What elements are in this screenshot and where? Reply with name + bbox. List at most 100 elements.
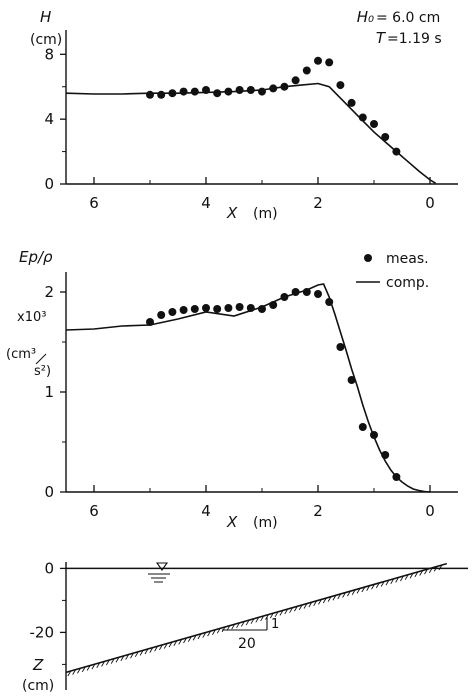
seabed-hatch-mark	[274, 611, 279, 618]
h-x-tick-label: 6	[89, 194, 99, 212]
h-measured-point	[392, 147, 401, 156]
h-measured-point	[246, 86, 255, 94]
h-series-group	[65, 56, 437, 184]
ep-xlabel: X	[226, 513, 238, 531]
ep-yunit-num: (cm³	[6, 347, 36, 362]
ep-yscale: x10³	[17, 310, 46, 325]
z-ylabel: Z	[32, 656, 44, 674]
seabed-hatch-mark	[279, 610, 284, 616]
seabed-hatch-mark	[424, 568, 428, 575]
seabed-line	[65, 562, 448, 674]
z-y-tick-label: 0	[44, 559, 54, 577]
h-annotation-label-2: T	[376, 29, 387, 47]
ep-measured-point	[157, 311, 166, 319]
ep-measured-point	[202, 304, 210, 312]
seabed-hatch-mark	[390, 578, 395, 584]
ep-measured-point	[291, 288, 300, 296]
z-y-ticks: 0 -20	[30, 559, 66, 665]
ep-legend-marker-meas	[364, 254, 372, 262]
seabed-hatch-mark	[163, 643, 168, 649]
ep-measured-point	[392, 473, 401, 481]
seabed-hatch-mark	[332, 595, 337, 601]
ep-measured-point	[224, 304, 233, 312]
seabed-hatch-mark	[342, 592, 346, 598]
ep-legend-label-comp: comp.	[386, 275, 429, 291]
seabed-hatch-mark	[192, 634, 197, 641]
seabed-hatch-mark	[72, 669, 77, 675]
seabed-hatch-mark	[375, 582, 380, 589]
h-measured-point	[269, 84, 278, 93]
h-xunit: (m)	[253, 206, 278, 222]
seabed-hatch-mark	[414, 571, 419, 578]
seabed-hatch-mark	[385, 579, 390, 586]
ep-y-ticks: 0 1 2	[44, 283, 66, 501]
h-measured-point	[325, 58, 334, 67]
seabed-hatch-mark	[187, 636, 192, 642]
h-measured-point	[235, 86, 244, 94]
seabed-hatch-mark	[313, 600, 318, 607]
seabed-hatch-mark	[303, 603, 308, 609]
seabed-hatch-mark	[337, 593, 342, 600]
ep-computed-line	[65, 283, 431, 493]
h-xlabel: X	[226, 204, 238, 222]
ep-measured-point	[269, 301, 278, 309]
seabed-hatch-mark	[207, 630, 211, 637]
h-measured-point	[381, 133, 390, 141]
ep-yunit-fraction-line	[35, 353, 47, 365]
ep-xunit: (m)	[253, 515, 278, 531]
seabed-hatch-mark	[380, 581, 385, 587]
seabed-hatch-mark	[101, 661, 105, 667]
h-x-tick-label: 2	[313, 194, 323, 212]
seabed-hatch-mark	[183, 637, 187, 644]
ep-y-tick-label: 1	[44, 383, 54, 401]
ep-y-tick-label: 0	[44, 483, 54, 501]
seabed-hatch-mark	[250, 618, 255, 624]
h-measured-point	[302, 66, 311, 75]
seabed-hatch-mark	[293, 606, 298, 612]
h-measured-point	[258, 87, 266, 96]
ep-measured-point	[336, 343, 345, 351]
h-y-tick-label: 0	[44, 175, 54, 193]
seabed-hatch-mark	[81, 666, 86, 673]
seabed-hatch-mark	[318, 599, 322, 605]
ep-measured-point	[235, 303, 244, 311]
seabed-hatch-mark	[115, 657, 120, 663]
h-yunit: (cm)	[30, 32, 62, 48]
ep-measured-point	[381, 451, 390, 459]
ep-measured-point	[258, 305, 266, 313]
slope-rise-label: 1	[271, 617, 279, 632]
seabed-hatch-mark	[144, 648, 149, 655]
seabed-hatch-mark	[216, 628, 221, 634]
seabed-hatch-mark	[409, 573, 414, 579]
z-y-tick-label: -20	[30, 623, 55, 641]
seabed-hatch-mark	[110, 658, 115, 664]
seabed-hatch-mark	[351, 589, 356, 595]
ep-measured-point	[280, 293, 289, 301]
h-x-tick-label: 4	[201, 194, 211, 212]
seabed-hatch-mark	[105, 659, 110, 666]
h-annotation-value-1: = 6.0 cm	[376, 10, 440, 26]
slope-run-label: 20	[238, 636, 256, 652]
seabed-hatch-mark	[91, 663, 96, 670]
z-yunit: (cm)	[22, 678, 54, 694]
seabed-hatch-mark	[356, 588, 361, 594]
ep-measured-point	[314, 290, 322, 298]
h-annotation-label-1: H₀	[357, 8, 374, 26]
seabed-hatch-mark	[404, 574, 409, 580]
seabed-hatch-mark	[289, 607, 293, 613]
seabed-hatch-mark	[197, 633, 202, 640]
ep-x-ticks: 6 4 2 0	[89, 485, 435, 520]
seabed-hatch-mark	[77, 668, 81, 674]
ep-measured-point	[325, 298, 334, 306]
ep-measured-point	[213, 305, 222, 313]
ep-x-tick-label: 4	[201, 502, 211, 520]
h-measured-point	[190, 87, 199, 96]
ep-ylabel: Ep/ρ	[19, 248, 53, 266]
seabed-hatch-mark	[154, 646, 158, 652]
seabed-hatch-mark	[212, 629, 216, 635]
h-annotation-value-2: =1.19 s	[387, 31, 442, 47]
ep-measured-point	[347, 376, 356, 384]
seabed-hatch-mark	[168, 641, 173, 648]
h-measured-point	[224, 87, 233, 96]
seabed-hatch-mark	[178, 639, 183, 645]
